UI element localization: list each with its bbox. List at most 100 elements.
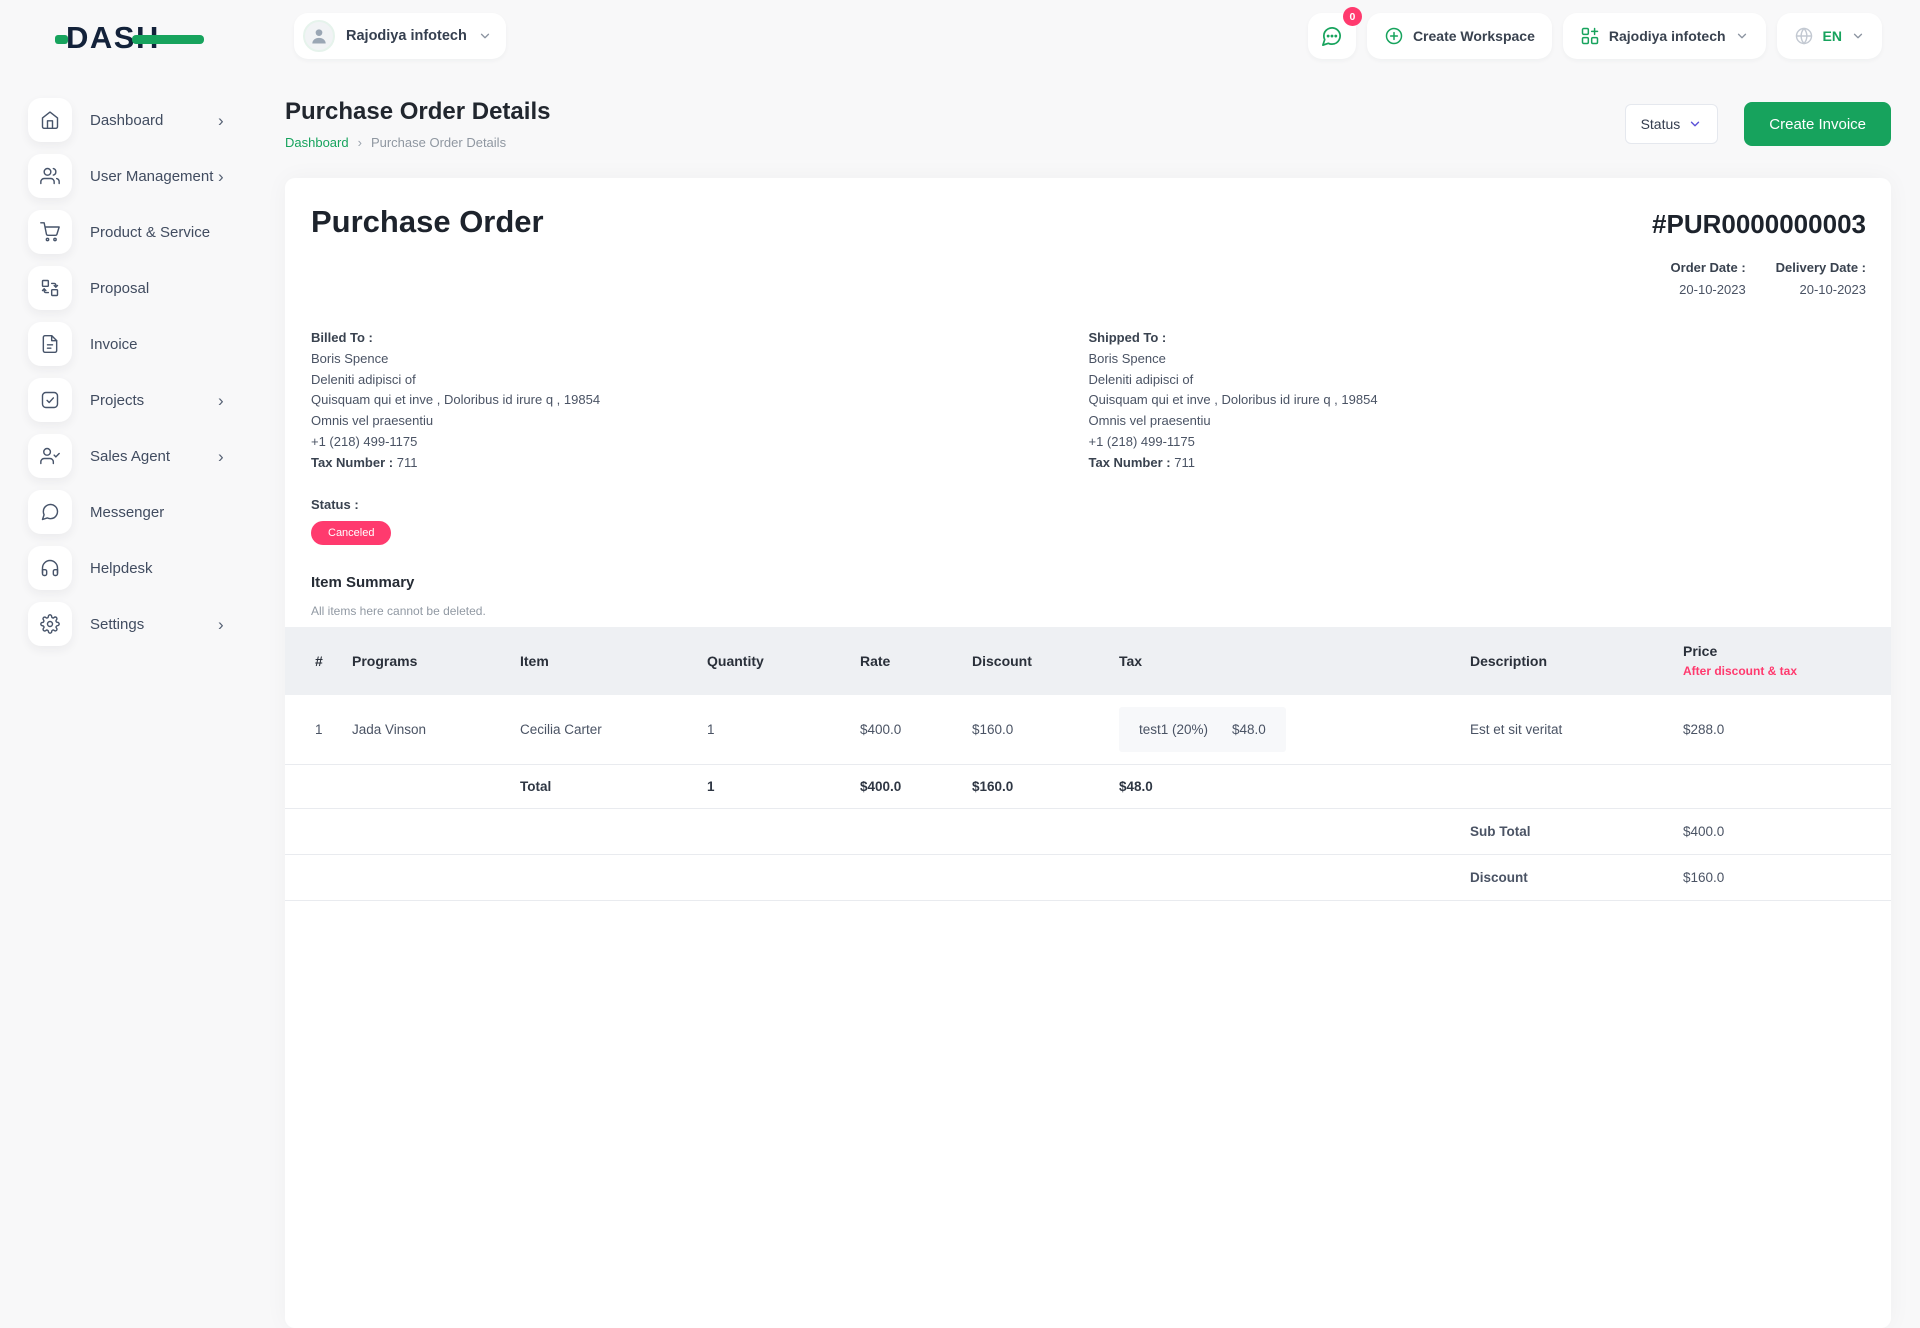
shipped-to-phone: +1 (218) 499-1175 [1088, 433, 1195, 449]
sidebar-item-helpdesk[interactable]: Helpdesk [28, 546, 265, 590]
sidebar-item-messenger[interactable]: Messenger [28, 490, 265, 534]
order-dates: Order Date : 20-10-2023 Delivery Date : … [285, 240, 1891, 297]
col-header-discount: Discount [972, 626, 1119, 695]
company-selector[interactable]: Rajodiya infotech [1562, 13, 1766, 59]
subtotal-label: Sub Total [1470, 808, 1683, 856]
billed-to-phone: +1 (218) 499-1175 [311, 433, 418, 449]
breadcrumb-separator: › [357, 135, 362, 150]
cell-programs: Jada Vinson [352, 694, 520, 766]
company-name: Rajodiya infotech [1608, 28, 1726, 44]
messages-button[interactable]: 0 [1307, 7, 1362, 59]
shipped-to-block: Shipped To : Boris Spence Deleniti adipi… [1089, 328, 1867, 474]
order-date-label: Order Date : [1670, 260, 1746, 275]
cell-rate: $400.0 [860, 694, 972, 766]
col-header-price: Price After discount & tax [1683, 626, 1891, 695]
sidebar-item-product-service[interactable]: Product & Service [28, 210, 265, 254]
sidebar-item-user-management[interactable]: User Management › [28, 154, 265, 198]
app-logo[interactable]: DASH [55, 20, 216, 58]
sidebar-item-label: Sales Agent [90, 447, 171, 465]
messenger-icon [28, 490, 72, 534]
chat-bubble-icon [1322, 26, 1342, 46]
sidebar-item-label: Messenger [90, 503, 165, 521]
workspace-user-menu[interactable]: Rajodiya infotech [294, 13, 506, 59]
delivery-date-value: 20-10-2023 [1799, 282, 1867, 297]
sidebar-item-label: Proposal [90, 279, 150, 297]
discount-value: $160.0 [1683, 854, 1891, 902]
item-summary-note: All items here cannot be deleted. [311, 603, 486, 618]
sidebar-item-label: Invoice [90, 335, 138, 353]
sidebar: Dashboard › User Management › Product & … [0, 72, 265, 658]
shipped-to-name: Boris Spence [1088, 350, 1166, 366]
language-code: EN [1822, 28, 1842, 44]
total-discount: $160.0 [972, 764, 1119, 810]
chevron-right-icon: › [218, 166, 224, 186]
user-check-icon [28, 434, 72, 478]
chevron-down-icon [1735, 29, 1749, 43]
delivery-date-block: Delivery Date : 20-10-2023 [1776, 260, 1866, 297]
status-dropdown-label: Status [1640, 116, 1681, 132]
sidebar-item-settings[interactable]: Settings › [28, 602, 265, 646]
table-total-row: Total 1 $400.0 $160.0 $48.0 [285, 764, 1891, 810]
proposal-icon [28, 266, 72, 310]
breadcrumb-dashboard-link[interactable]: Dashboard [285, 135, 349, 150]
status-dropdown-button[interactable]: Status [1624, 104, 1719, 144]
order-status-label: Status : [311, 496, 359, 512]
purchase-order-card: Purchase Order #PUR0000000003 Order Date… [285, 178, 1891, 1328]
shipped-to-tax: Tax Number : 711 [1088, 454, 1195, 470]
notification-badge: 0 [1342, 7, 1362, 26]
col-header-quantity: Quantity [707, 626, 860, 695]
col-header-tax: Tax [1119, 626, 1470, 695]
chevron-right-icon: › [218, 614, 224, 634]
language-selector[interactable]: EN [1776, 13, 1882, 59]
cart-icon [28, 210, 72, 254]
col-header-rate: Rate [860, 626, 972, 695]
item-summary-table: # Programs Item Quantity Rate Discount T… [285, 626, 1891, 902]
sidebar-item-label: Settings [90, 615, 145, 633]
col-header-num: # [285, 626, 352, 695]
billed-to-line: Omnis vel praesentiu [311, 413, 434, 429]
sidebar-item-label: Projects [90, 391, 145, 409]
create-invoice-button[interactable]: Create Invoice [1744, 102, 1891, 146]
sidebar-item-dashboard[interactable]: Dashboard › [28, 98, 265, 142]
delivery-date-label: Delivery Date : [1775, 260, 1866, 275]
purchase-order-heading: Purchase Order [311, 204, 544, 239]
purchase-order-number: #PUR0000000003 [1652, 209, 1866, 239]
cell-quantity: 1 [707, 694, 860, 766]
sidebar-item-invoice[interactable]: Invoice [28, 322, 265, 366]
price-subnote: After discount & tax [1683, 664, 1798, 679]
headphones-icon [28, 546, 72, 590]
workspace-name: Rajodiya infotech [346, 28, 467, 44]
cell-tax: test1 (20%) $48.0 [1119, 694, 1470, 766]
sidebar-item-projects[interactable]: Projects › [28, 378, 265, 422]
shipped-to-line: Quisquam qui et inve , Doloribus id irur… [1088, 392, 1378, 408]
shipped-to-line: Omnis vel praesentiu [1088, 413, 1211, 429]
total-label: Total [520, 764, 707, 810]
item-summary-title: Item Summary [311, 573, 415, 591]
cell-item: Cecilia Carter [520, 694, 707, 766]
sidebar-item-label: Helpdesk [90, 559, 153, 577]
gear-icon [28, 602, 72, 646]
total-rate: $400.0 [860, 764, 972, 810]
billed-to-block: Billed To : Boris Spence Deleniti adipis… [311, 328, 1089, 474]
plus-circle-icon [1385, 27, 1403, 45]
breadcrumb: Dashboard › Purchase Order Details [285, 135, 1891, 150]
topbar-actions: 0 Create Workspace Rajodiya infotech EN [1307, 7, 1882, 59]
create-workspace-label: Create Workspace [1412, 28, 1535, 44]
chevron-down-icon [1851, 29, 1865, 43]
home-icon [28, 98, 72, 142]
page-actions: Status Create Invoice [1624, 102, 1891, 146]
logo-dash-accent [55, 35, 68, 44]
sidebar-item-sales-agent[interactable]: Sales Agent › [28, 434, 265, 478]
chevron-right-icon: › [218, 390, 224, 410]
person-icon [312, 29, 326, 44]
total-quantity: 1 [707, 764, 860, 810]
billed-to-name: Boris Spence [311, 350, 389, 366]
subtotal-value: $400.0 [1683, 808, 1891, 856]
breadcrumb-current: Purchase Order Details [370, 135, 507, 150]
order-date-value: 20-10-2023 [1679, 282, 1746, 297]
grid-plus-icon [1581, 27, 1599, 45]
sidebar-item-proposal[interactable]: Proposal [28, 266, 265, 310]
col-header-programs: Programs [352, 626, 520, 695]
create-workspace-button[interactable]: Create Workspace [1366, 13, 1552, 59]
chevron-right-icon: › [218, 110, 224, 130]
